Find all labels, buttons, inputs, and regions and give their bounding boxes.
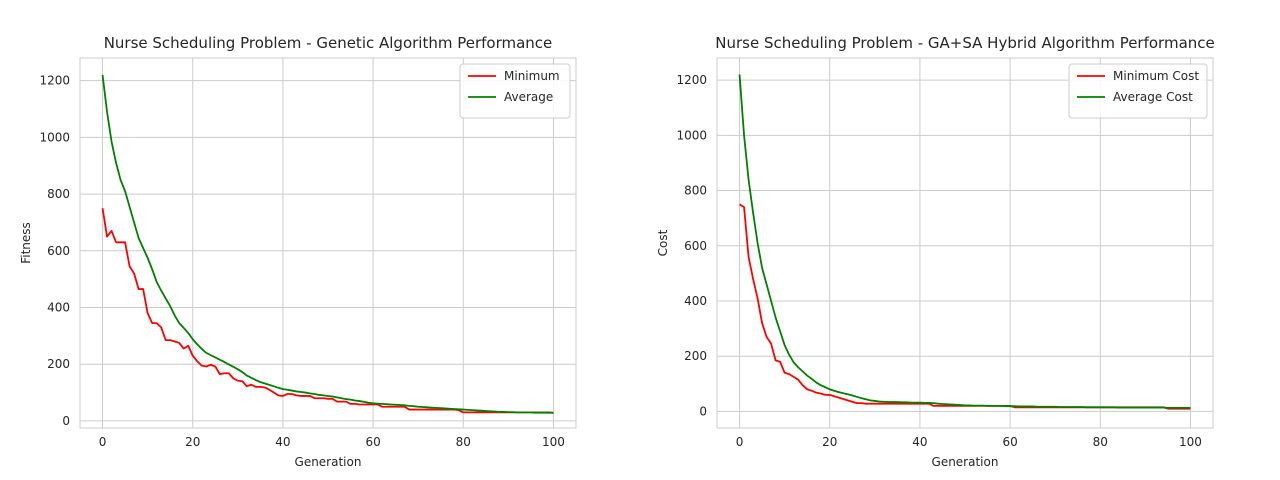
x-tick-label: 40 xyxy=(912,435,927,449)
series-line-average xyxy=(101,74,554,414)
legend-label: Minimum xyxy=(504,69,560,83)
x-tick-label: 60 xyxy=(365,435,380,449)
x-tick-label: 0 xyxy=(99,435,107,449)
legend-box xyxy=(1068,63,1208,119)
x-tick-label: 80 xyxy=(456,435,471,449)
x-axis-label: Generation xyxy=(295,455,362,469)
y-tick-label: 800 xyxy=(47,187,70,201)
x-tick-label: 20 xyxy=(822,435,837,449)
x-tick-label: 20 xyxy=(185,435,200,449)
chart-title: Nurse Scheduling Problem - Genetic Algor… xyxy=(104,34,553,52)
chart-title: Nurse Scheduling Problem - GA+SA Hybrid … xyxy=(715,34,1215,52)
x-tick-label: 100 xyxy=(542,435,565,449)
y-tick-label: 1200 xyxy=(676,73,707,87)
legend: Minimum Cost Average Cost xyxy=(1068,63,1208,119)
y-tick-label: 1000 xyxy=(39,130,70,144)
series-line-minimum xyxy=(101,208,554,414)
y-tick-label: 0 xyxy=(62,414,70,428)
x-tick-label: 100 xyxy=(1179,435,1202,449)
legend-box xyxy=(459,63,571,119)
y-tick-label: 1000 xyxy=(676,128,707,142)
y-tick-label: 400 xyxy=(47,301,70,315)
x-axis-label: Generation xyxy=(932,455,999,469)
y-tick-label: 0 xyxy=(699,404,707,418)
x-tick-label: 80 xyxy=(1093,435,1108,449)
y-tick-label: 1200 xyxy=(39,74,70,88)
x-tick-label: 60 xyxy=(1002,435,1017,449)
y-tick-label: 600 xyxy=(47,244,70,258)
legend-label: Minimum Cost xyxy=(1113,69,1199,83)
legend-label: Average xyxy=(504,90,553,104)
y-tick-label: 600 xyxy=(684,239,707,253)
y-tick-label: 800 xyxy=(684,184,707,198)
legend: Minimum Average xyxy=(459,63,571,119)
series-line-minimum-cost xyxy=(739,203,1191,410)
y-tick-label: 400 xyxy=(684,294,707,308)
legend-label: Average Cost xyxy=(1113,90,1193,104)
y-tick-label: 200 xyxy=(47,357,70,371)
series-line-average-cost xyxy=(738,74,1191,409)
x-tick-label: 40 xyxy=(275,435,290,449)
plot-area xyxy=(716,57,1214,429)
y-tick-label: 200 xyxy=(684,349,707,363)
plot-area xyxy=(79,57,577,429)
x-tick-label: 0 xyxy=(736,435,744,449)
y-axis-label: Fitness xyxy=(19,222,33,264)
y-axis-label: Cost xyxy=(656,229,670,256)
